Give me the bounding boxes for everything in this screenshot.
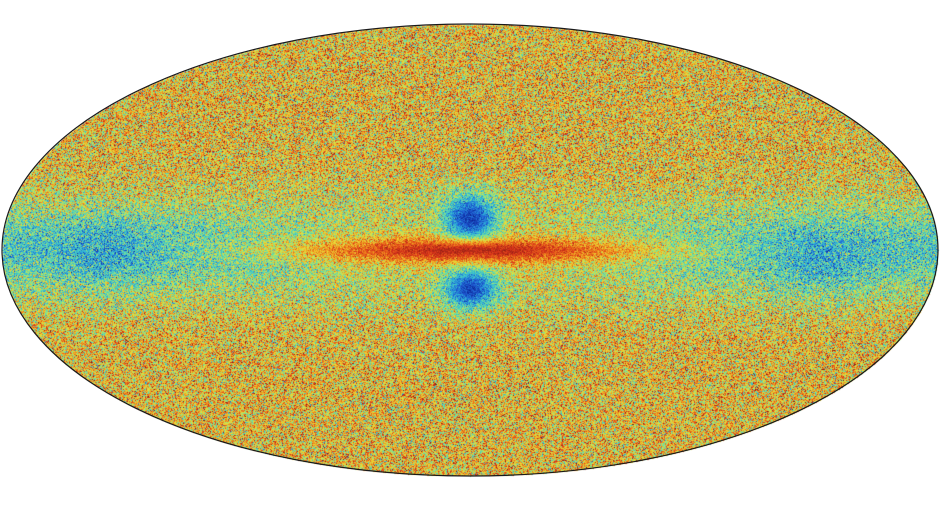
- mollweide-sky-map: [0, 0, 940, 529]
- sky-map-figure: [0, 0, 940, 529]
